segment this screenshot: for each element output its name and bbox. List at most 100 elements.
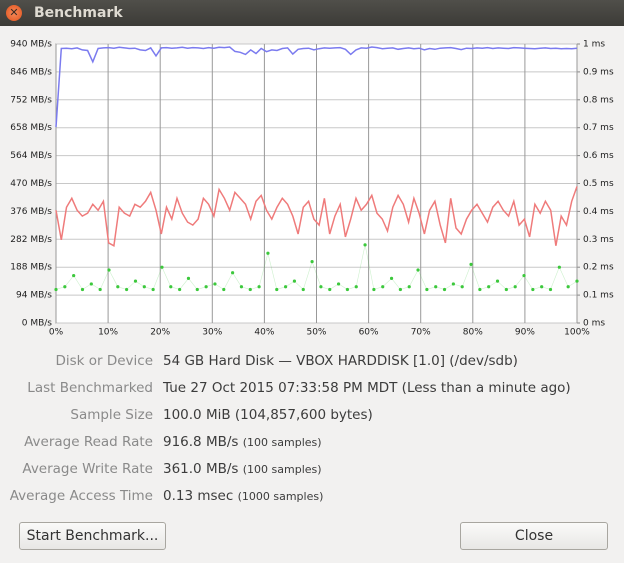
- x-tick-label: 10%: [98, 328, 118, 336]
- access-point: [504, 287, 508, 292]
- access-point: [548, 287, 553, 292]
- access-point: [72, 273, 76, 278]
- access-point: [266, 251, 270, 255]
- access-point: [142, 285, 146, 289]
- detail-label: Sample Size: [70, 407, 153, 423]
- access-point: [328, 287, 332, 292]
- y2-tick-label: 0.1 ms: [583, 291, 614, 301]
- detail-label: Disk or Device: [55, 353, 153, 369]
- x-tick-label: 90%: [515, 328, 535, 336]
- access-point: [301, 287, 305, 292]
- detail-row: Average Access Time 0.13 msec (1000 sampl…: [0, 486, 624, 506]
- y2-tick-label: 0.8 ms: [583, 95, 614, 105]
- access-point: [469, 262, 473, 267]
- chart: 0 MB/s 94 MB/s 188 MB/s 282 MB/s 376 MB/s 470…: [10, 40, 614, 336]
- access-point: [213, 282, 217, 286]
- access-point: [540, 285, 544, 289]
- title-bar: ✕ Benchmark: [0, 0, 624, 26]
- access-point: [381, 285, 385, 289]
- access-point: [442, 287, 447, 292]
- y-tick-label: 94 MB/s: [16, 291, 52, 301]
- start-benchmark-button[interactable]: Start Benchmark...: [19, 522, 166, 550]
- access-point: [204, 285, 208, 289]
- access-point: [239, 285, 244, 289]
- access-point: [363, 243, 367, 247]
- access-point: [478, 287, 482, 292]
- y-tick-label: 376 MB/s: [10, 207, 52, 217]
- access-point: [116, 285, 120, 289]
- access-point: [292, 279, 297, 283]
- detail-row: Disk or Device 54 GB Hard Disk — VBOX HAR…: [0, 351, 624, 371]
- y-tick-label: 470 MB/s: [10, 179, 52, 189]
- y-tick-label: 188 MB/s: [10, 263, 52, 273]
- access-point: [557, 265, 561, 269]
- access-point: [416, 268, 420, 272]
- access-point: [336, 282, 341, 286]
- detail-row: Last Benchmarked Tue 27 Oct 2015 07:33:58…: [0, 378, 624, 398]
- access-point: [195, 287, 199, 292]
- rate-line: [55, 46, 578, 128]
- y-tick-label: 846 MB/s: [10, 67, 52, 77]
- close-window-button[interactable]: ✕: [6, 5, 22, 21]
- access-point: [257, 285, 261, 289]
- close-button[interactable]: Close: [460, 522, 608, 550]
- detail-value-group: Tue 27 Oct 2015 07:33:58 PM MDT (Less th…: [163, 378, 571, 398]
- access-point: [248, 287, 252, 292]
- y2-tick-label: 1 ms: [583, 40, 605, 50]
- x-tick-label: 50%: [306, 328, 326, 336]
- detail-label: Average Read Rate: [24, 434, 153, 450]
- x-tick-label: 30%: [202, 328, 222, 336]
- y-tick-label: 282 MB/s: [10, 235, 52, 245]
- access-point: [425, 287, 429, 292]
- detail-row: Average Write Rate 361.0 MB/s (100 sample…: [0, 459, 624, 479]
- y2-tick-label: 0.3 ms: [583, 235, 614, 245]
- access-point: [125, 287, 129, 292]
- y-tick-label: 940 MB/s: [10, 40, 52, 50]
- y2-tick-label: 0.7 ms: [583, 123, 614, 133]
- detail-label: Average Access Time: [9, 488, 153, 504]
- access-point: [54, 287, 58, 292]
- x-tick-label: 80%: [463, 328, 483, 336]
- access-point: [354, 285, 358, 289]
- detail-row: Sample Size 100.0 MiB (104,857,600 bytes): [0, 405, 624, 425]
- y-tick-label: 752 MB/s: [10, 95, 52, 105]
- access-point: [231, 271, 235, 275]
- detail-value: 100.0 MiB (104,857,600 bytes): [163, 407, 373, 423]
- access-point: [460, 285, 464, 289]
- x-tick-label: 40%: [254, 328, 274, 336]
- access-point: [222, 287, 226, 292]
- detail-value: 916.8 MB/s: [163, 434, 239, 450]
- access-point: [372, 287, 376, 292]
- y2-tick-label: 0.6 ms: [583, 151, 614, 161]
- y2-tick-label: 0.5 ms: [583, 179, 614, 189]
- detail-note: (1000 samples): [237, 490, 324, 503]
- access-point: [89, 282, 93, 286]
- access-point: [133, 279, 138, 283]
- access-point: [531, 287, 535, 292]
- window-title: Benchmark: [34, 5, 123, 21]
- access-point: [451, 282, 455, 286]
- access-point: [495, 279, 500, 283]
- x-tick-label: 60%: [359, 328, 379, 336]
- access-point: [178, 287, 182, 292]
- detail-row: Average Read Rate 916.8 MB/s (100 samples…: [0, 432, 624, 452]
- access-point: [398, 287, 402, 292]
- access-point: [566, 285, 570, 289]
- detail-value-group: 361.0 MB/s (100 samples): [163, 459, 322, 480]
- access-point: [80, 287, 85, 292]
- detail-value: Tue 27 Oct 2015 07:33:58 PM MDT (Less th…: [163, 380, 571, 396]
- access-point: [275, 287, 279, 292]
- access-point: [283, 285, 288, 289]
- access-point: [407, 285, 411, 289]
- access-point: [513, 285, 517, 289]
- y2-tick-label: 0.9 ms: [583, 67, 614, 77]
- access-point: [319, 285, 323, 289]
- access-point: [310, 260, 314, 264]
- access-point: [575, 279, 579, 283]
- access-point: [345, 287, 350, 292]
- access-point: [63, 285, 67, 289]
- y2-tick-label: 0 ms: [583, 319, 605, 329]
- access-point: [522, 273, 526, 278]
- access-point: [160, 265, 164, 269]
- y2-tick-label: 0.2 ms: [583, 263, 614, 273]
